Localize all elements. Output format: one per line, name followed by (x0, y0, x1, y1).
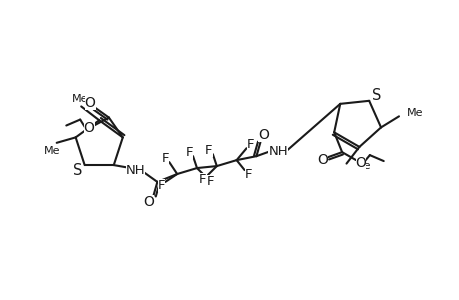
Text: NH: NH (268, 145, 287, 158)
Text: O: O (84, 122, 95, 136)
Text: O: O (316, 153, 327, 167)
Text: O: O (143, 195, 154, 209)
Text: F: F (161, 152, 168, 165)
Text: S: S (73, 163, 82, 178)
Text: NH: NH (125, 164, 145, 176)
Text: F: F (246, 138, 254, 151)
Text: F: F (205, 144, 212, 157)
Text: O: O (84, 96, 95, 110)
Text: F: F (199, 173, 206, 186)
Text: Me: Me (44, 146, 60, 156)
Text: Me: Me (354, 160, 370, 171)
Text: F: F (207, 176, 214, 188)
Text: F: F (157, 179, 165, 192)
Text: O: O (257, 128, 268, 142)
Text: O: O (355, 156, 365, 170)
Text: Me: Me (406, 108, 422, 118)
Text: Me: Me (72, 94, 88, 103)
Text: F: F (185, 146, 192, 159)
Text: F: F (244, 167, 252, 181)
Text: S: S (372, 88, 381, 104)
